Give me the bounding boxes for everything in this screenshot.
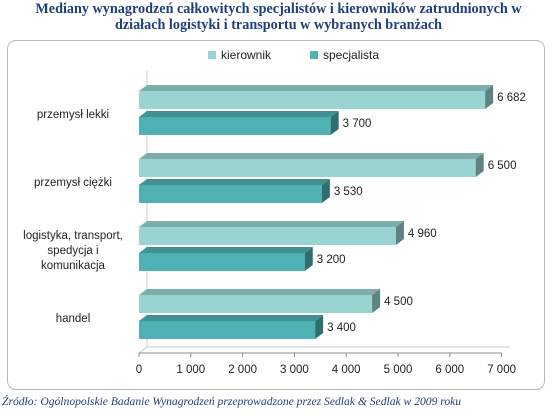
- legend-label-kierownik: kierownik: [221, 48, 272, 62]
- bar-specjalista-0: [139, 117, 331, 135]
- data-label-kierownik-1: 6 500: [488, 160, 517, 172]
- bar-specjalista-1-side: [321, 179, 330, 203]
- bar-kierownik-0-top: [139, 85, 494, 91]
- x-tick-label-3: 3 000: [280, 364, 309, 376]
- bar-kierownik-2: [139, 227, 396, 245]
- legend-label-specjalista: specjalista: [323, 48, 379, 62]
- bar-specjalista-3-top: [139, 315, 324, 321]
- data-label-kierownik-3: 4 500: [384, 296, 413, 308]
- source-note: Źródło: Ogólnopolskie Badanie Wynagrodze…: [2, 395, 462, 408]
- x-tick-label-0: 0: [136, 364, 142, 376]
- bar-kierownik-3: [139, 295, 373, 313]
- data-label-specjalista-2: 3 200: [317, 254, 346, 266]
- bar-kierownik-1-top: [139, 153, 484, 159]
- category-label-0: przemysł lekki: [37, 109, 109, 121]
- bar-kierownik-3-top: [139, 289, 381, 295]
- bar-specjalista-3: [139, 321, 316, 339]
- data-label-kierownik-0: 6 682: [497, 92, 526, 104]
- bar-kierownik-1: [139, 159, 476, 177]
- bar-specjalista-0-top: [139, 111, 339, 117]
- category-label-2-line-1: spedycja i: [47, 245, 98, 257]
- x-tick-label-1: 1 000: [176, 364, 205, 376]
- bar-specjalista-3-side: [315, 315, 324, 339]
- bar-specjalista-1-top: [139, 179, 330, 185]
- category-label-2-line-0: logistyka, transport,: [23, 230, 123, 242]
- bar-kierownik-0-side: [485, 85, 494, 109]
- chart-title-line-2: działach logistyki i transportu w wybran…: [114, 17, 443, 33]
- bar-kierownik-2-top: [139, 221, 404, 227]
- bar-kierownik-0: [139, 91, 486, 109]
- data-label-specjalista-3: 3 400: [327, 322, 356, 334]
- bar-kierownik-3-side: [372, 289, 381, 313]
- category-label-2-line-2: komunikacja: [41, 260, 106, 272]
- data-label-kierownik-2: 4 960: [408, 228, 437, 240]
- bar-specjalista-2-top: [139, 247, 313, 253]
- bar-kierownik-2-side: [395, 221, 404, 245]
- chart-title: Mediany wynagrodzeń całkowitych specjali…: [0, 1, 557, 33]
- x-tick-label-4: 4 000: [332, 364, 361, 376]
- bar-kierownik-1-side: [475, 153, 484, 177]
- x-tick-label-7: 7 000: [487, 364, 516, 376]
- x-tick-label-2: 2 000: [228, 364, 257, 376]
- bar-specjalista-2-side: [304, 247, 313, 271]
- x-tick-label-5: 5 000: [384, 364, 413, 376]
- bar-specjalista-2: [139, 253, 305, 271]
- data-label-specjalista-1: 3 530: [334, 186, 363, 198]
- bar-specjalista-1: [139, 185, 322, 203]
- chart-title-line-1: Mediany wynagrodzeń całkowitych specjali…: [35, 1, 522, 17]
- legend-swatch-kierownik: [208, 51, 216, 59]
- x-tick-label-6: 6 000: [435, 364, 464, 376]
- bar-chart: kierownik specjalista przemysł lekki przemy…: [23, 48, 526, 376]
- category-label-1: przemysł ciężki: [34, 177, 112, 189]
- bar-specjalista-0-side: [330, 111, 339, 135]
- legend-swatch-specjalista: [310, 51, 318, 59]
- chart-frame: kierownik specjalista przemysł lekki przemy…: [7, 40, 545, 390]
- data-label-specjalista-0: 3 700: [343, 118, 372, 130]
- category-label-3: handel: [56, 313, 91, 325]
- floor-left-edge: [138, 346, 148, 354]
